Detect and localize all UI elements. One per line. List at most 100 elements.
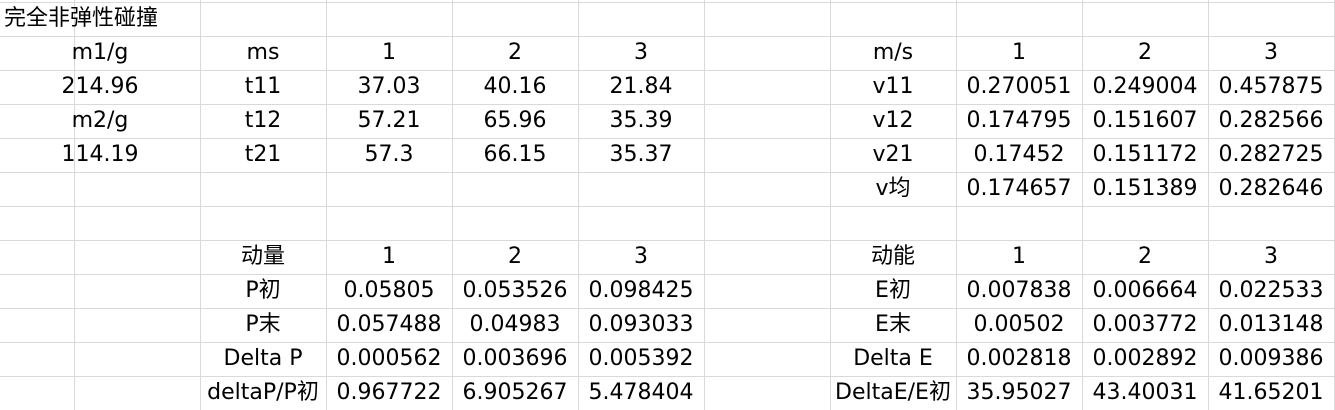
cell-r1-c1[interactable] xyxy=(0,2,200,36)
cell-r5-c2[interactable]: t21 xyxy=(244,142,282,167)
cell-r9-c4[interactable]: 0.053526 xyxy=(462,278,568,303)
cell-r11-c2[interactable]: Delta P xyxy=(223,346,303,371)
cell-r9-c8[interactable]: 0.007838 xyxy=(966,278,1072,303)
cell-r7-c3[interactable] xyxy=(326,206,452,240)
cell-r12-c7[interactable]: DeltaE/E初 xyxy=(835,380,951,405)
cell-r2-c3[interactable]: 1 xyxy=(382,40,396,65)
cell-r3-c10[interactable]: 0.457875 xyxy=(1218,74,1324,99)
sheet-title[interactable]: 完全非弹性碰撞 xyxy=(4,6,159,31)
cell-r1-c10[interactable] xyxy=(1208,2,1334,36)
cell-r11-c5[interactable]: 0.005392 xyxy=(588,346,694,371)
cell-r10-c4[interactable]: 0.04983 xyxy=(469,312,561,337)
cell-r10-c3[interactable]: 0.057488 xyxy=(336,312,442,337)
cell-r7-c8[interactable] xyxy=(956,206,1082,240)
cell-r4-c2[interactable]: t12 xyxy=(244,108,282,133)
cell-r10-c9[interactable]: 0.003772 xyxy=(1092,312,1198,337)
cell-r6-c2[interactable] xyxy=(200,172,326,206)
cell-r2-c4[interactable]: 2 xyxy=(508,40,522,65)
cell-r8-c3[interactable]: 1 xyxy=(382,244,396,269)
cell-r7-c4[interactable] xyxy=(452,206,578,240)
cell-r1-c3[interactable] xyxy=(326,2,452,36)
cell-r9-c2[interactable]: P初 xyxy=(245,278,281,303)
cell-r6-c9[interactable]: 0.151389 xyxy=(1092,176,1198,201)
cell-r4-c10[interactable]: 0.282566 xyxy=(1218,108,1324,133)
cell-r6-c6[interactable] xyxy=(704,172,830,206)
cell-r8-c8[interactable]: 1 xyxy=(1012,244,1026,269)
cell-r12-c10[interactable]: 41.65201 xyxy=(1218,380,1324,405)
cell-r4-c3[interactable]: 57.21 xyxy=(357,108,421,133)
cell-r3-c1[interactable]: 214.96 xyxy=(61,74,139,99)
cell-r7-c7[interactable] xyxy=(830,206,956,240)
cell-r8-c6[interactable] xyxy=(704,240,830,274)
cell-r12-c5[interactable]: 5.478404 xyxy=(588,380,694,405)
cell-r6-c4[interactable] xyxy=(452,172,578,206)
cell-r3-c5[interactable]: 21.84 xyxy=(609,74,673,99)
cell-r5-c3[interactable]: 57.3 xyxy=(364,142,414,167)
cell-r12-c6[interactable] xyxy=(704,376,830,410)
cell-r11-c9[interactable]: 0.002892 xyxy=(1092,346,1198,371)
cell-r8-c10[interactable]: 3 xyxy=(1264,244,1278,269)
cell-r3-c8[interactable]: 0.270051 xyxy=(966,74,1072,99)
cell-r10-c8[interactable]: 0.00502 xyxy=(973,312,1065,337)
cell-r5-c8[interactable]: 0.17452 xyxy=(973,142,1065,167)
cell-r3-c2[interactable]: t11 xyxy=(244,74,282,99)
cell-r11-c3[interactable]: 0.000562 xyxy=(336,346,442,371)
cell-r8-c5[interactable]: 3 xyxy=(634,244,648,269)
cell-r12-c4[interactable]: 6.905267 xyxy=(462,380,568,405)
cell-r6-c3[interactable] xyxy=(326,172,452,206)
cell-r6-c8[interactable]: 0.174657 xyxy=(966,176,1072,201)
cell-r8-c1[interactable] xyxy=(0,240,200,274)
cell-r1-c5[interactable] xyxy=(578,2,704,36)
cell-r1-c7[interactable] xyxy=(830,2,956,36)
cell-r2-c9[interactable]: 2 xyxy=(1138,40,1152,65)
cell-r2-c2[interactable]: ms xyxy=(246,40,280,65)
cell-r1-c6[interactable] xyxy=(704,2,830,36)
cell-r9-c1[interactable] xyxy=(0,274,200,308)
cell-r5-c4[interactable]: 66.15 xyxy=(483,142,547,167)
cell-r7-c5[interactable] xyxy=(578,206,704,240)
cell-r11-c7[interactable]: Delta E xyxy=(853,346,933,371)
cell-r5-c10[interactable]: 0.282725 xyxy=(1218,142,1324,167)
cell-r11-c4[interactable]: 0.003696 xyxy=(462,346,568,371)
cell-r7-c2[interactable] xyxy=(200,206,326,240)
cell-r4-c6[interactable] xyxy=(704,104,830,138)
cell-r9-c10[interactable]: 0.022533 xyxy=(1218,278,1324,303)
cell-r3-c6[interactable] xyxy=(704,70,830,104)
cell-r10-c6[interactable] xyxy=(704,308,830,342)
cell-r8-c2[interactable]: 动量 xyxy=(240,244,285,269)
cell-r9-c6[interactable] xyxy=(704,274,830,308)
cell-r2-c1[interactable]: m1/g xyxy=(71,40,129,65)
cell-r11-c1[interactable] xyxy=(0,342,200,376)
cell-r9-c9[interactable]: 0.006664 xyxy=(1092,278,1198,303)
cell-r10-c10[interactable]: 0.013148 xyxy=(1218,312,1324,337)
cell-r9-c3[interactable]: 0.05805 xyxy=(343,278,435,303)
cell-r1-c8[interactable] xyxy=(956,2,1082,36)
cell-r10-c1[interactable] xyxy=(0,308,200,342)
cell-r3-c3[interactable]: 37.03 xyxy=(357,74,421,99)
cell-r12-c8[interactable]: 35.95027 xyxy=(966,380,1072,405)
cell-r12-c9[interactable]: 43.40031 xyxy=(1092,380,1198,405)
cell-r5-c7[interactable]: v21 xyxy=(872,142,914,167)
cell-r9-c7[interactable]: E初 xyxy=(875,278,911,303)
cell-r10-c5[interactable]: 0.093033 xyxy=(588,312,694,337)
cell-r4-c9[interactable]: 0.151607 xyxy=(1092,108,1198,133)
cell-r12-c3[interactable]: 0.967722 xyxy=(336,380,442,405)
cell-r8-c7[interactable]: 动能 xyxy=(870,244,915,269)
cell-r3-c4[interactable]: 40.16 xyxy=(483,74,547,99)
cell-r1-c9[interactable] xyxy=(1082,2,1208,36)
cell-r5-c9[interactable]: 0.151172 xyxy=(1092,142,1198,167)
cell-r2-c10[interactable]: 3 xyxy=(1264,40,1278,65)
cell-r8-c9[interactable]: 2 xyxy=(1138,244,1152,269)
cell-r4-c4[interactable]: 65.96 xyxy=(483,108,547,133)
cell-r4-c1[interactable]: m2/g xyxy=(71,108,129,133)
cell-r3-c9[interactable]: 0.249004 xyxy=(1092,74,1198,99)
cell-r4-c7[interactable]: v12 xyxy=(872,108,914,133)
cell-r1-c4[interactable] xyxy=(452,2,578,36)
cell-r2-c5[interactable]: 3 xyxy=(634,40,648,65)
cell-r5-c1[interactable]: 114.19 xyxy=(61,142,139,167)
cell-r6-c5[interactable] xyxy=(578,172,704,206)
cell-r7-c9[interactable] xyxy=(1082,206,1208,240)
cell-r7-c1[interactable] xyxy=(0,206,200,240)
cell-r3-c7[interactable]: v11 xyxy=(872,74,914,99)
